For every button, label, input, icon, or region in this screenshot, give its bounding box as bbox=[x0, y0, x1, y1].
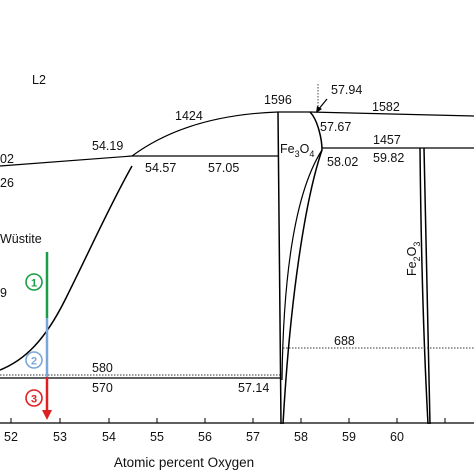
marker-label-2: 2 bbox=[31, 356, 37, 368]
label-edge-02: 02 bbox=[0, 152, 14, 166]
label-1424: 1424 bbox=[175, 109, 203, 123]
magnetite-fe: Fe bbox=[280, 142, 295, 156]
magnetite-inner-curve bbox=[281, 149, 323, 381]
label-5714: 57.14 bbox=[238, 381, 269, 395]
label-5982: 59.82 bbox=[373, 151, 404, 165]
tick-label-59: 59 bbox=[342, 430, 356, 444]
label-5767: 57.67 bbox=[320, 120, 351, 134]
phase-label-liquid: L2 bbox=[32, 73, 46, 87]
tick-label-57: 57 bbox=[246, 430, 260, 444]
label-688: 688 bbox=[334, 334, 355, 348]
hematite-right-boundary bbox=[423, 147, 431, 425]
label-edge-26: 26 bbox=[0, 176, 14, 190]
magnetite-o: O bbox=[300, 142, 310, 156]
hematite-o: O bbox=[405, 246, 419, 256]
label-570: 570 bbox=[92, 381, 113, 395]
tick-label-52: 52 bbox=[4, 430, 18, 444]
magnetite-sub-4: 4 bbox=[309, 149, 314, 159]
marker-circle-1 bbox=[25, 273, 43, 291]
label-5705: 57.05 bbox=[208, 161, 239, 175]
marker-label-1: 1 bbox=[31, 278, 37, 290]
label-1582: 1582 bbox=[372, 100, 400, 114]
magnetite-right-boundary bbox=[282, 111, 323, 425]
x-axis-ticks bbox=[10, 418, 446, 423]
eutectic-line-left bbox=[0, 155, 133, 167]
arrow-head bbox=[316, 106, 322, 113]
magnetite-left-boundary bbox=[277, 111, 282, 425]
tick-label-53: 53 bbox=[53, 430, 67, 444]
label-edge-9: 9 bbox=[0, 286, 7, 300]
wustite-boundary-curve bbox=[0, 165, 133, 371]
phase-label-hematite: Fe2O3 bbox=[405, 242, 422, 276]
hematite-fe: Fe bbox=[405, 261, 419, 276]
marker-label-3: 3 bbox=[31, 394, 37, 406]
label-5802: 58.02 bbox=[327, 155, 358, 169]
label-580: 580 bbox=[92, 361, 113, 375]
label-1457: 1457 bbox=[373, 133, 401, 147]
tick-label-55: 55 bbox=[150, 430, 164, 444]
marker-arrow-head bbox=[42, 410, 52, 420]
phase-label-magnetite: Fe3O4 bbox=[280, 142, 314, 159]
x-axis-title: Atomic percent Oxygen bbox=[114, 455, 254, 470]
label-5794: 57.94 bbox=[331, 83, 362, 97]
liquidus-dome-curve bbox=[131, 111, 310, 157]
tick-label-54: 54 bbox=[102, 430, 116, 444]
hematite-left-boundary bbox=[419, 147, 429, 425]
tick-label-60: 60 bbox=[390, 430, 404, 444]
marker-circle-2 bbox=[25, 351, 43, 369]
magnetite-sub-3: 3 bbox=[295, 149, 300, 159]
phase-label-wustite: Wüstite bbox=[0, 232, 42, 246]
tick-label-56: 56 bbox=[198, 430, 212, 444]
marker-circle-3 bbox=[25, 389, 43, 407]
hematite-sub-2: 2 bbox=[412, 256, 422, 261]
hematite-sub-3: 3 bbox=[412, 242, 422, 247]
label-5457: 54.57 bbox=[145, 161, 176, 175]
label-1596: 1596 bbox=[264, 93, 292, 107]
tick-label-58: 58 bbox=[294, 430, 308, 444]
label-5419: 54.19 bbox=[92, 139, 123, 153]
line-1582 bbox=[309, 111, 474, 117]
